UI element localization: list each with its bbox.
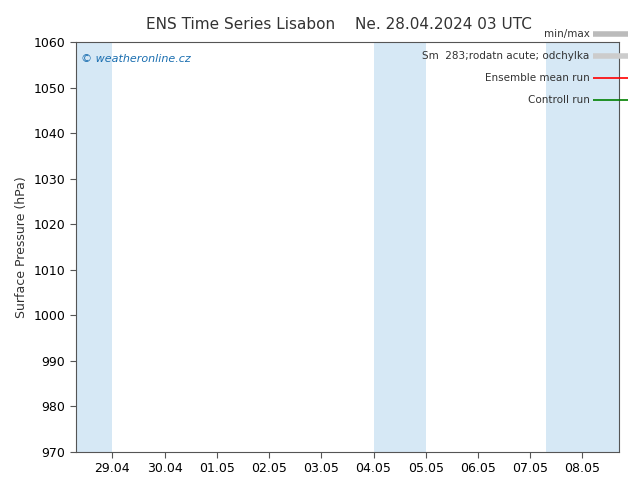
Text: Sm  283;rodatn acute; odchylka: Sm 283;rodatn acute; odchylka <box>422 51 590 61</box>
Bar <box>546 42 619 452</box>
Text: Ensemble mean run: Ensemble mean run <box>485 74 590 83</box>
Bar <box>76 42 112 452</box>
Text: ENS Time Series Lisabon: ENS Time Series Lisabon <box>146 17 335 32</box>
Text: Controll run: Controll run <box>527 96 590 105</box>
Bar <box>373 42 426 452</box>
Text: Ne. 28.04.2024 03 UTC: Ne. 28.04.2024 03 UTC <box>356 17 532 32</box>
Text: © weatheronline.cz: © weatheronline.cz <box>81 54 191 64</box>
Text: min/max: min/max <box>544 29 590 39</box>
Y-axis label: Surface Pressure (hPa): Surface Pressure (hPa) <box>15 176 28 318</box>
